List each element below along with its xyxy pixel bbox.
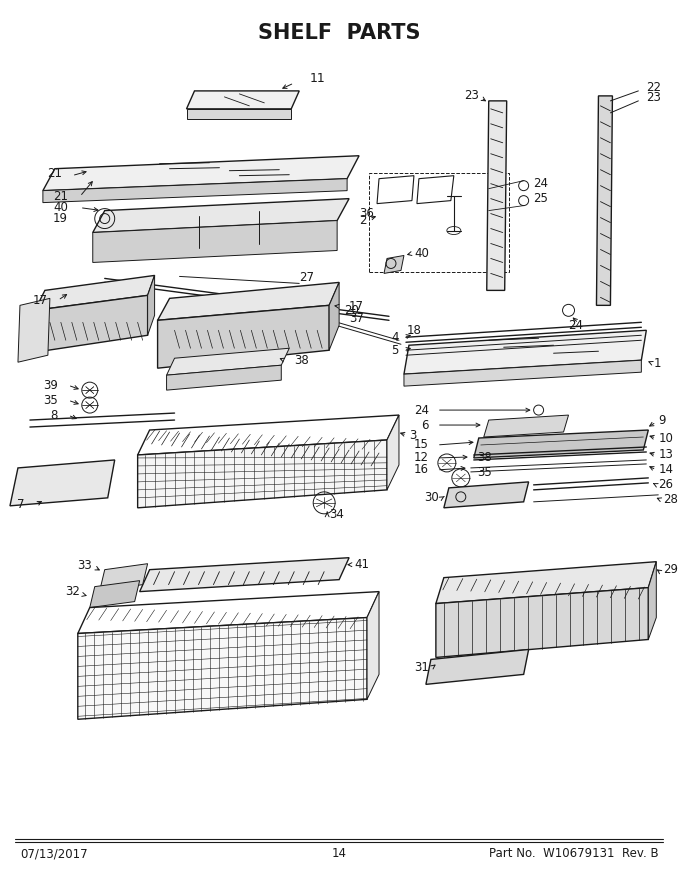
Ellipse shape bbox=[24, 477, 32, 489]
Text: SHELF  PARTS: SHELF PARTS bbox=[258, 23, 420, 43]
Text: 41: 41 bbox=[354, 558, 369, 571]
Text: 38: 38 bbox=[294, 354, 309, 367]
Text: 20: 20 bbox=[344, 304, 359, 317]
Polygon shape bbox=[92, 221, 337, 262]
Ellipse shape bbox=[89, 477, 97, 489]
Polygon shape bbox=[186, 91, 299, 109]
Polygon shape bbox=[436, 561, 656, 604]
Text: 1: 1 bbox=[653, 356, 661, 370]
Text: 24: 24 bbox=[414, 404, 429, 416]
Text: 26: 26 bbox=[658, 479, 673, 491]
Text: 36: 36 bbox=[359, 207, 374, 220]
Polygon shape bbox=[158, 305, 329, 368]
Text: 19: 19 bbox=[53, 212, 68, 225]
Text: 33: 33 bbox=[77, 559, 92, 572]
Text: 10: 10 bbox=[658, 431, 673, 444]
Text: 40: 40 bbox=[414, 247, 429, 260]
Text: 11: 11 bbox=[309, 72, 325, 85]
Ellipse shape bbox=[102, 477, 109, 489]
Text: 12: 12 bbox=[414, 451, 429, 465]
Text: 13: 13 bbox=[658, 449, 673, 461]
Text: 18: 18 bbox=[407, 324, 422, 337]
Text: 23: 23 bbox=[464, 90, 479, 102]
Text: 3: 3 bbox=[409, 429, 416, 442]
Polygon shape bbox=[186, 109, 291, 119]
Polygon shape bbox=[90, 581, 139, 607]
Polygon shape bbox=[35, 296, 148, 352]
Polygon shape bbox=[596, 96, 613, 305]
Polygon shape bbox=[78, 591, 379, 634]
Polygon shape bbox=[404, 360, 641, 386]
Text: 31: 31 bbox=[414, 661, 429, 674]
Text: 35: 35 bbox=[43, 393, 58, 407]
Text: 27: 27 bbox=[299, 271, 314, 284]
Polygon shape bbox=[426, 649, 528, 685]
Polygon shape bbox=[78, 618, 367, 719]
Polygon shape bbox=[167, 348, 289, 375]
Ellipse shape bbox=[75, 477, 84, 489]
Text: 6: 6 bbox=[422, 419, 429, 431]
Text: 29: 29 bbox=[663, 563, 678, 576]
Text: 8: 8 bbox=[50, 408, 58, 422]
Text: 21: 21 bbox=[47, 167, 62, 180]
Polygon shape bbox=[139, 558, 349, 591]
Polygon shape bbox=[43, 156, 359, 191]
Text: 25: 25 bbox=[534, 192, 549, 205]
Text: 37: 37 bbox=[349, 312, 364, 325]
Text: 40: 40 bbox=[53, 202, 68, 214]
Text: 35: 35 bbox=[477, 466, 492, 480]
Text: 23: 23 bbox=[646, 92, 661, 105]
Text: 24: 24 bbox=[534, 177, 549, 190]
Ellipse shape bbox=[50, 477, 58, 489]
Polygon shape bbox=[148, 275, 154, 335]
Polygon shape bbox=[367, 591, 379, 700]
Text: 17: 17 bbox=[349, 300, 364, 313]
Text: 2: 2 bbox=[360, 214, 367, 227]
Polygon shape bbox=[329, 282, 339, 350]
Polygon shape bbox=[35, 275, 154, 311]
Text: 30: 30 bbox=[424, 491, 439, 504]
Polygon shape bbox=[648, 561, 656, 640]
Text: 14: 14 bbox=[658, 464, 673, 476]
Text: 07/13/2017: 07/13/2017 bbox=[20, 847, 88, 861]
Polygon shape bbox=[483, 415, 568, 437]
Text: 22: 22 bbox=[646, 82, 662, 94]
Text: 32: 32 bbox=[65, 585, 80, 598]
Text: 39: 39 bbox=[43, 378, 58, 392]
Polygon shape bbox=[158, 282, 339, 320]
Text: 7: 7 bbox=[18, 498, 25, 511]
Polygon shape bbox=[444, 482, 528, 508]
Polygon shape bbox=[167, 365, 282, 390]
Text: 34: 34 bbox=[329, 509, 344, 521]
Text: 16: 16 bbox=[414, 464, 429, 476]
Text: 15: 15 bbox=[414, 438, 429, 451]
Text: 21: 21 bbox=[53, 190, 68, 203]
Polygon shape bbox=[100, 564, 148, 590]
Text: 38: 38 bbox=[477, 451, 492, 465]
Text: 4: 4 bbox=[392, 331, 399, 344]
Polygon shape bbox=[436, 588, 648, 657]
Text: 24: 24 bbox=[568, 319, 583, 332]
Text: 28: 28 bbox=[663, 494, 678, 506]
Polygon shape bbox=[384, 255, 404, 274]
Polygon shape bbox=[487, 101, 507, 290]
Ellipse shape bbox=[63, 477, 71, 489]
Text: 9: 9 bbox=[658, 414, 666, 427]
Text: 5: 5 bbox=[392, 344, 399, 356]
Polygon shape bbox=[404, 330, 646, 374]
Polygon shape bbox=[92, 199, 349, 232]
Text: 17: 17 bbox=[33, 294, 48, 307]
Ellipse shape bbox=[37, 477, 45, 489]
Polygon shape bbox=[43, 179, 347, 202]
Polygon shape bbox=[137, 440, 387, 508]
Polygon shape bbox=[387, 415, 399, 490]
Polygon shape bbox=[137, 415, 399, 455]
Text: Part No.  W10679131  Rev. B: Part No. W10679131 Rev. B bbox=[489, 847, 658, 861]
Polygon shape bbox=[474, 430, 648, 458]
Text: 14: 14 bbox=[332, 847, 347, 861]
Polygon shape bbox=[18, 298, 50, 363]
Polygon shape bbox=[10, 460, 115, 506]
